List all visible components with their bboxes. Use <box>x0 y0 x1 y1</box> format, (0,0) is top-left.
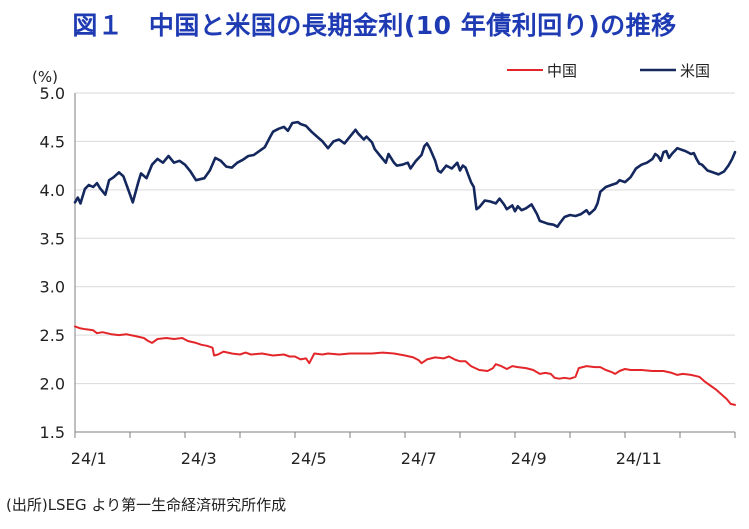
x-tick-label: 24/9 <box>511 449 547 468</box>
y-tick-label: 2.0 <box>40 375 65 394</box>
chart-title: 図１ 中国と米国の長期金利(10 年債利回り)の推移 <box>72 11 677 40</box>
legend: 中国 米国 <box>507 62 710 80</box>
x-tick-label: 24/1 <box>71 449 107 468</box>
y-tick-label: 3.5 <box>40 229 65 248</box>
series-line-china <box>74 325 736 406</box>
y-tick-label: 2.5 <box>40 326 65 345</box>
axes: 5.0 4.5 4.0 3.5 3.0 2.5 2.0 1.5 24/1 24/3 24/5 24/7… <box>40 84 736 468</box>
series-lines <box>73 120 737 406</box>
y-tick-label: 1.5 <box>40 423 65 442</box>
source-note: (出所)LSEG より第一生命経済研究所作成 <box>6 496 287 514</box>
gridlines <box>75 92 735 385</box>
series-line-us <box>73 120 737 228</box>
y-tick-label: 5.0 <box>40 84 65 103</box>
legend-label: 米国 <box>680 62 710 80</box>
x-tick-label: 24/5 <box>291 449 327 468</box>
x-tick-label: 24/11 <box>616 449 662 468</box>
x-tick-label: 24/7 <box>401 449 437 468</box>
y-tick-label: 3.0 <box>40 278 65 297</box>
y-tick-label: 4.0 <box>40 181 65 200</box>
x-tick-label: 24/3 <box>181 449 217 468</box>
legend-label: 中国 <box>547 62 577 80</box>
y-axis-unit: (%) <box>32 68 58 86</box>
y-tick-label: 4.5 <box>40 132 65 151</box>
